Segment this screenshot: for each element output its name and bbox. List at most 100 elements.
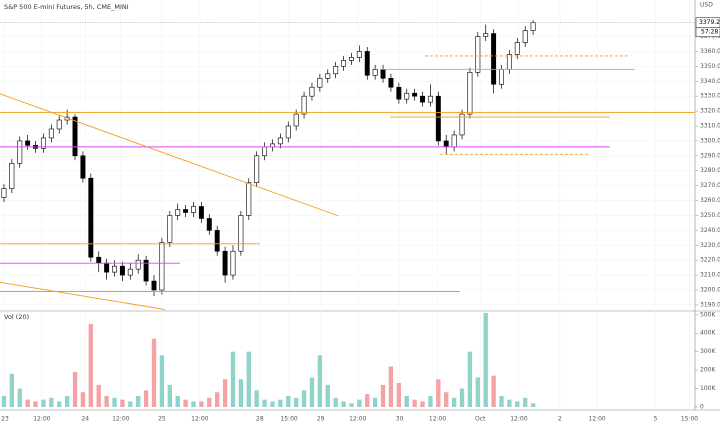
x-tick-label: 12:00: [429, 416, 446, 423]
candle-body: [72, 116, 78, 157]
y-tick-label: 3240.00: [700, 227, 720, 234]
volume-bar: [341, 401, 346, 407]
candle-body: [325, 73, 331, 79]
volume-bar: [25, 399, 30, 407]
volume-bar: [246, 351, 251, 407]
candle-body: [388, 77, 394, 88]
candle-body: [17, 140, 23, 164]
x-tick-label: 23: [1, 416, 9, 423]
y-tick-label: 3270.00: [700, 182, 720, 189]
candle-body: [206, 218, 212, 231]
volume-bar: [207, 397, 212, 407]
candle-body: [183, 209, 189, 213]
plot-area: [0, 20, 695, 407]
candle-body: [88, 177, 94, 258]
volume-bar: [365, 394, 370, 407]
volume-bar: [499, 395, 504, 407]
candle-body: [127, 268, 133, 276]
y-tick-label: 3300.00: [700, 137, 720, 144]
y-tick-label: 3310.00: [700, 122, 720, 129]
x-tick-label: 12:00: [191, 416, 208, 423]
candle-body: [372, 69, 378, 76]
candle-body: [483, 33, 489, 37]
candle-body: [443, 140, 449, 148]
candle-body: [151, 280, 157, 291]
y-tick-label: 3250.00: [700, 212, 720, 219]
volume-bar: [333, 397, 338, 407]
currency-selector[interactable]: USD: [700, 2, 713, 9]
volume-bar: [262, 399, 267, 407]
candle-body: [293, 113, 299, 127]
volume-bar: [491, 375, 496, 407]
candle-body: [317, 77, 323, 88]
volume-bar: [270, 401, 275, 407]
y-tick-label: 3350.00: [700, 63, 720, 70]
volume-bar: [128, 401, 133, 407]
y-tick-label: 3260.00: [700, 197, 720, 204]
candle-body: [40, 137, 46, 149]
candle-body: [246, 182, 252, 216]
x-tick-label: 2: [558, 416, 562, 423]
candle-body: [167, 215, 173, 243]
volume-bar: [372, 397, 378, 407]
volume-bar: [159, 355, 165, 407]
candle-body: [143, 259, 149, 282]
candle-body: [175, 209, 181, 216]
volume-bar: [151, 338, 157, 407]
volume-bar: [143, 390, 149, 407]
volume-bar: [388, 366, 394, 407]
volume-bar: [420, 401, 425, 407]
candle-body: [341, 60, 347, 67]
x-tick-label: 28: [256, 416, 264, 423]
y-tick-label: 3230.00: [700, 242, 720, 249]
drawing-line: [0, 281, 166, 310]
volume-bar: [33, 401, 38, 407]
volume-bar: [57, 401, 62, 407]
y-tick-label: 3220.00: [700, 257, 720, 264]
volume-bar: [523, 397, 528, 407]
x-tick-label: 5: [654, 416, 658, 423]
volume-bar: [475, 377, 480, 407]
x-tick-label: 25: [158, 416, 166, 423]
volume-bar: [41, 399, 46, 407]
volume-bar: [530, 403, 536, 407]
candle-body: [530, 22, 536, 31]
volume-bar: [325, 384, 330, 407]
candle-body: [135, 259, 141, 270]
volume-bar: [483, 312, 488, 407]
candle-body: [254, 155, 260, 183]
volume-label: Vol (20): [4, 313, 29, 321]
volume-bar: [428, 395, 433, 407]
volume-bar: [380, 384, 386, 407]
candle-body: [514, 42, 520, 55]
candle-body: [198, 206, 204, 219]
candle-body: [238, 215, 244, 252]
drawing-line: [0, 93, 339, 217]
volume-bar: [64, 395, 70, 407]
chart-title: S&P 500 E-mini Futures, 5h, CME_MINI: [4, 3, 129, 11]
candle-body: [159, 242, 165, 291]
volume-bar: [199, 401, 204, 407]
y-tick-label: 3290.00: [700, 152, 720, 159]
last-price-value: 3379.25: [699, 19, 720, 26]
volume-bar: [120, 399, 125, 407]
volume-tick-label: 200K: [700, 367, 716, 374]
volume-bar: [301, 390, 307, 407]
volume-bar: [112, 397, 117, 407]
candle-body: [214, 230, 220, 252]
volume-bar: [80, 392, 86, 407]
volume-bar: [278, 399, 283, 407]
candle-body: [475, 36, 481, 73]
candle-body: [1, 188, 7, 198]
volume-bar: [88, 323, 93, 407]
candle-body: [191, 206, 196, 213]
volume-bar: [1, 395, 7, 407]
candle-body: [104, 262, 110, 273]
volume-bar: [215, 392, 220, 407]
volume-tick-label: 100K: [700, 385, 716, 392]
y-tick-label: 3330.00: [700, 93, 720, 100]
candle-body: [96, 256, 102, 264]
candle-body: [459, 113, 465, 136]
candle-body: [285, 125, 291, 139]
